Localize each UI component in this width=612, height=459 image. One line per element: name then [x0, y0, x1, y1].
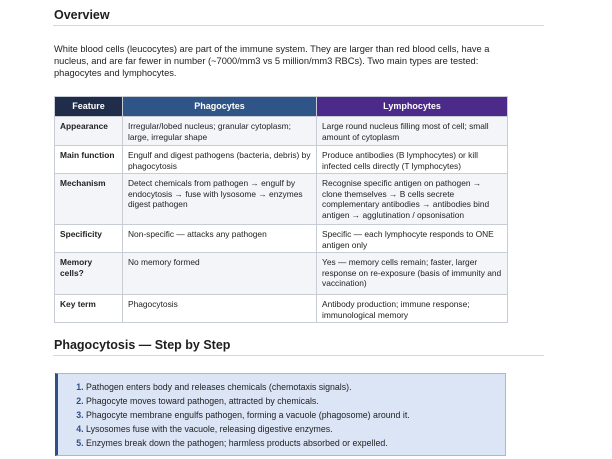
column-header-feature: Feature [54, 96, 123, 117]
divider [53, 25, 544, 26]
step-item: Phagocyte moves toward pathogen, attract… [86, 394, 505, 408]
feature-cell: Appearance [54, 116, 123, 146]
steps-list: Pathogen enters body and releases chemic… [58, 374, 505, 450]
lymphocytes-cell: Yes — memory cells remain; faster, large… [316, 252, 508, 295]
feature-cell: Main function [54, 145, 123, 174]
feature-cell: Key term [54, 294, 123, 323]
phagocytes-cell: Engulf and digest pathogens (bacteria, d… [122, 145, 317, 174]
feature-cell: Mechanism [54, 173, 123, 225]
phagocytosis-heading: Phagocytosis — Step by Step [54, 338, 231, 352]
phagocytes-cell: Phagocytosis [122, 294, 317, 323]
lymphocytes-cell: Recognise specific antigen on pathogen →… [316, 173, 508, 225]
comparison-table: Feature Phagocytes Lymphocytes Appearanc… [54, 96, 508, 323]
lymphocytes-cell: Produce antibodies (B lymphocytes) or ki… [316, 145, 508, 174]
table-row: Main function Engulf and digest pathogens… [54, 145, 508, 174]
column-header-lymphocytes: Lymphocytes [316, 96, 508, 117]
divider [53, 355, 544, 356]
table-row: Memory cells? No memory formed Yes — memor… [54, 252, 508, 295]
phagocytes-cell: Non-specific — attacks any pathogen [122, 224, 317, 253]
step-item: Lysosomes fuse with the vacuole, releasi… [86, 422, 505, 436]
lymphocytes-cell: Large round nucleus filling most of cell… [316, 116, 508, 146]
step-item: Phagocyte membrane engulfs pathogen, for… [86, 408, 505, 422]
feature-cell: Specificity [54, 224, 123, 253]
table-header-row: Feature Phagocytes Lymphocytes [54, 96, 508, 117]
table-row: Appearance Irregular/lobed nucleus; granu… [54, 116, 508, 146]
table-row: Specificity Non-specific — attacks any pa… [54, 224, 508, 253]
step-item: Pathogen enters body and releases chemic… [86, 380, 505, 394]
steps-callout: Pathogen enters body and releases chemic… [55, 373, 506, 456]
overview-paragraph: White blood cells (leucocytes) are part … [54, 44, 490, 79]
lymphocytes-cell: Specific — each lymphocyte responds to O… [316, 224, 508, 253]
phagocytes-cell: Detect chemicals from pathogen → engulf … [122, 173, 317, 225]
column-header-phagocytes: Phagocytes [122, 96, 317, 117]
phagocytes-cell: Irregular/lobed nucleus; granular cytopl… [122, 116, 317, 146]
feature-cell: Memory cells? [54, 252, 123, 295]
phagocytes-cell: No memory formed [122, 252, 317, 295]
overview-heading: Overview [54, 8, 110, 22]
step-item: Enzymes break down the pathogen; harmles… [86, 436, 505, 450]
table-row: Mechanism Detect chemicals from pathogen … [54, 173, 508, 225]
table-row: Key term Phagocytosis Antibody production;… [54, 294, 508, 323]
lymphocytes-cell: Antibody production; immune response; im… [316, 294, 508, 323]
